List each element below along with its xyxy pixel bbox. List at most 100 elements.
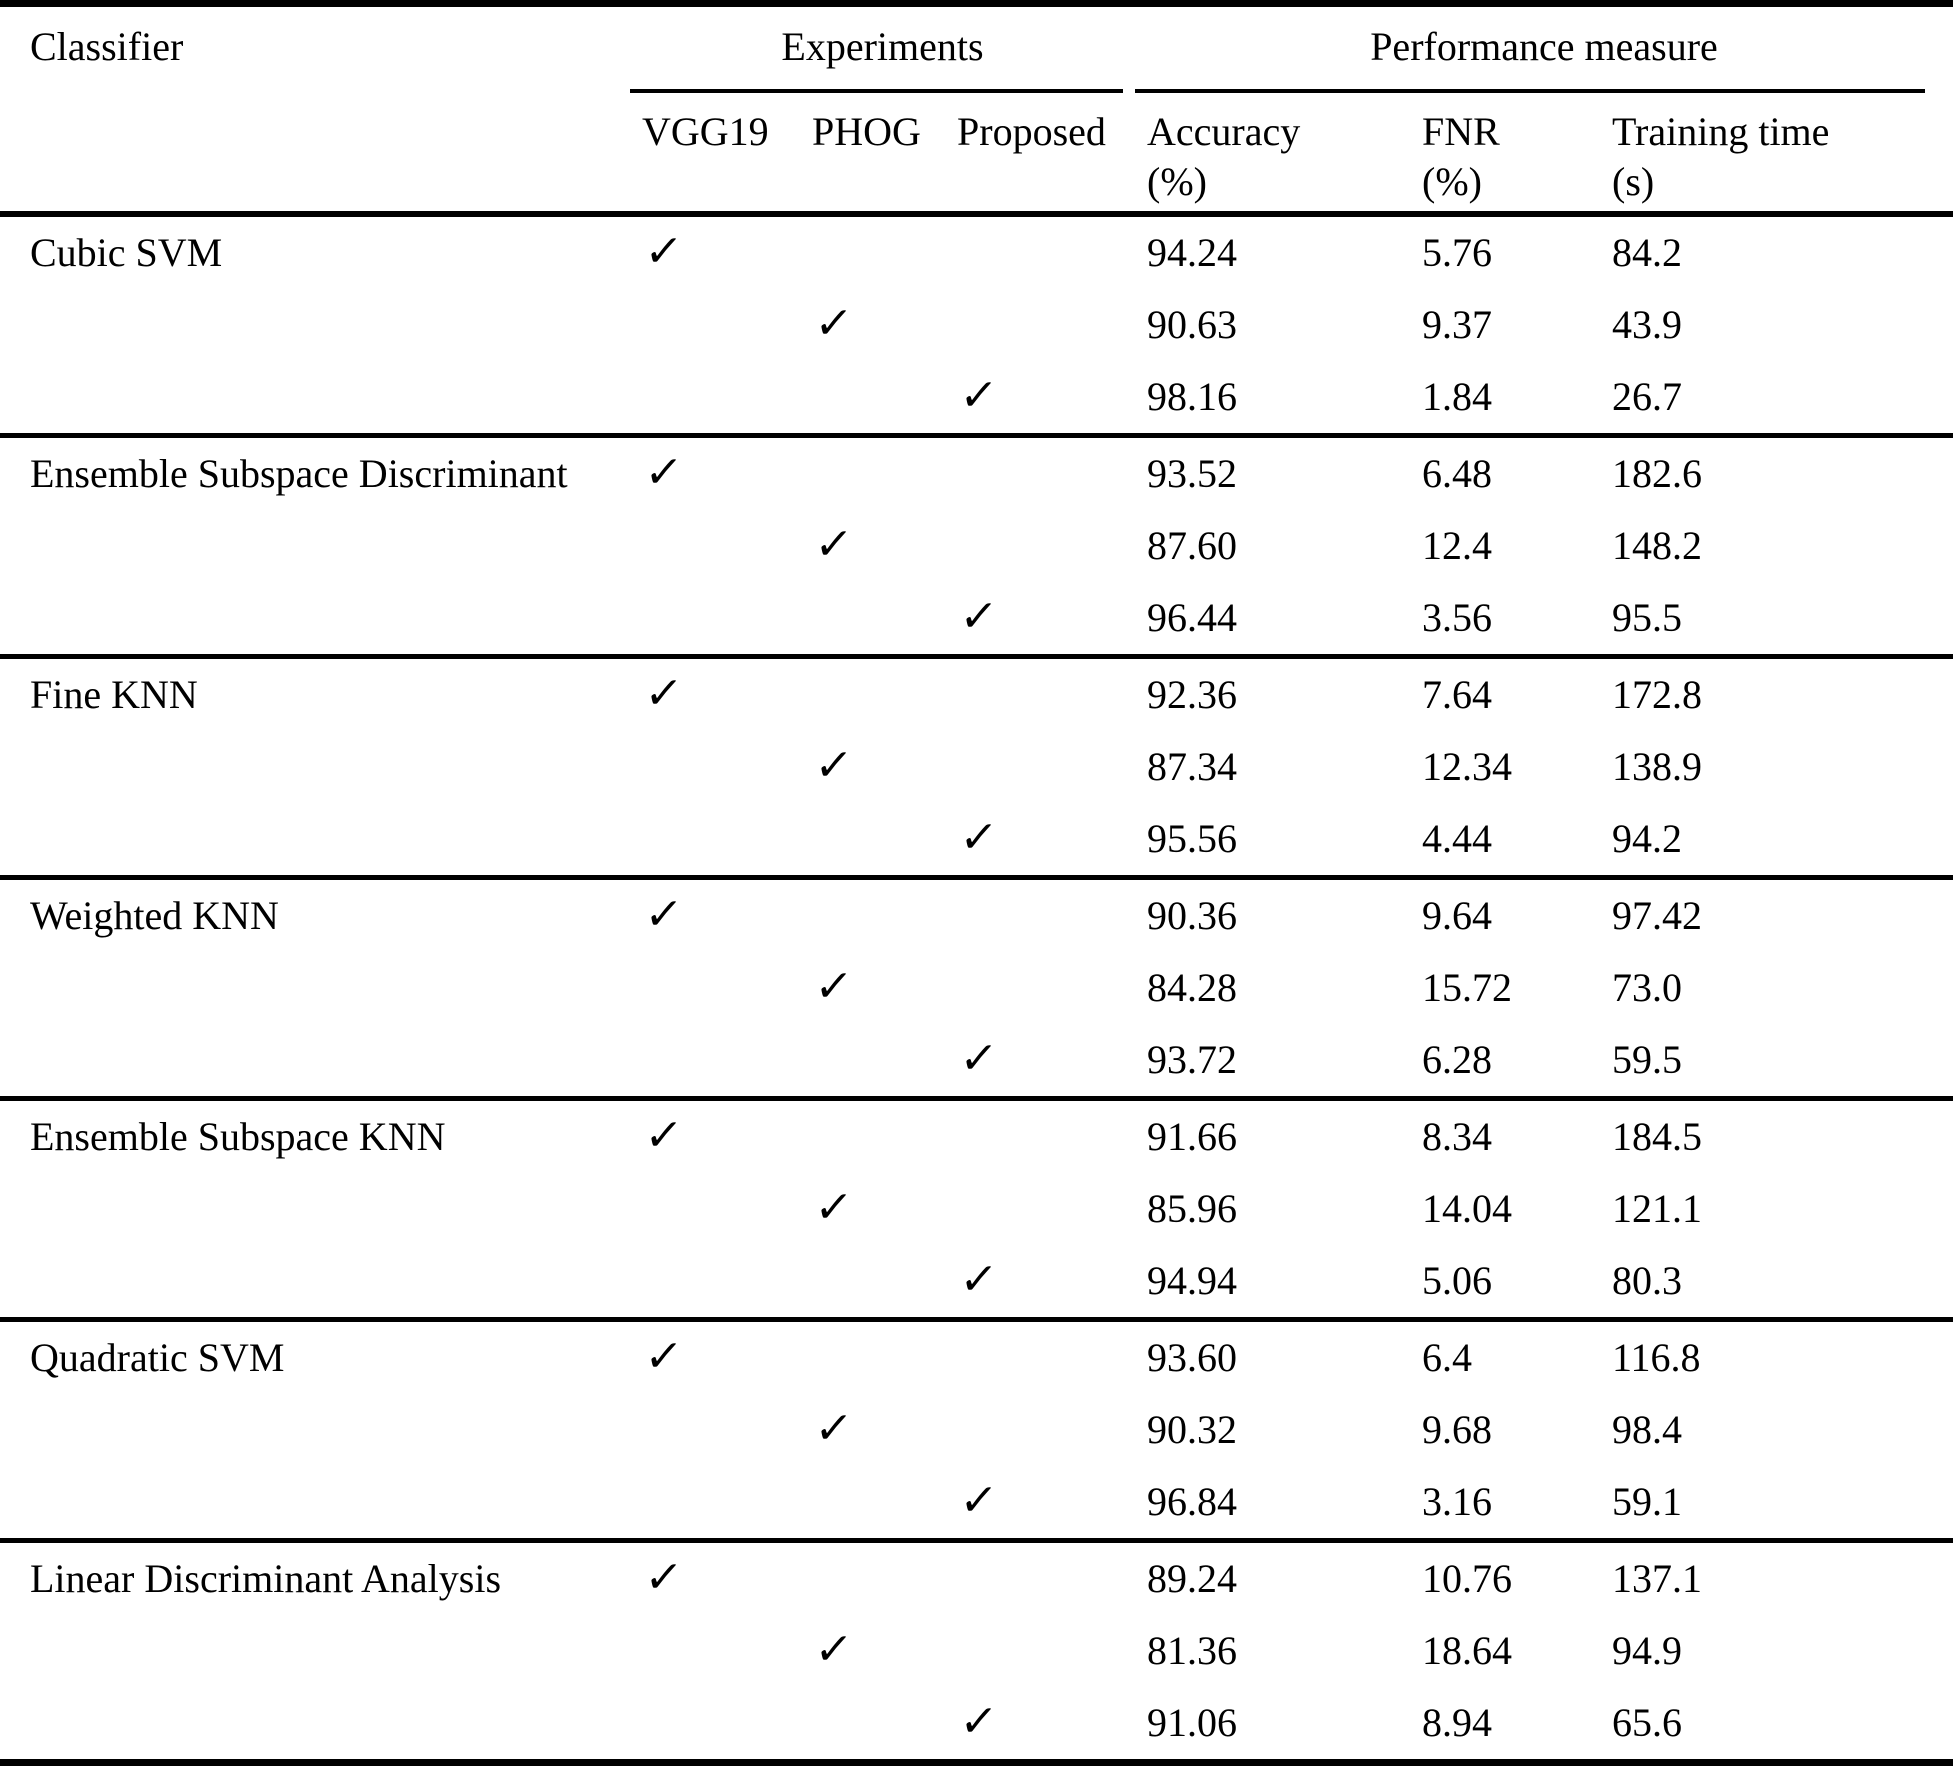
- classifier-block: Linear Discriminant Analysis ✓ 89.24 10.76 1…: [0, 1538, 1953, 1759]
- checkmark-icon: ✓: [957, 1033, 1000, 1084]
- cell-accuracy: 87.60: [1147, 523, 1237, 568]
- column-header-fnr-unit: (%): [1422, 159, 1482, 204]
- cell-fnr: 3.56: [1422, 595, 1492, 640]
- classifier-name: Fine KNN: [30, 672, 198, 717]
- checkmark-icon: ✓: [642, 1552, 685, 1603]
- checkmark-icon: ✓: [642, 889, 685, 940]
- cell-fnr: 3.16: [1422, 1479, 1492, 1524]
- checkmark-icon: ✓: [812, 961, 855, 1012]
- column-header-fnr-line1: FNR: [1422, 109, 1500, 154]
- classifier-block: Ensemble Subspace Discriminant ✓ 93.52 6.48…: [0, 433, 1953, 654]
- cell-fnr: 6.28: [1422, 1037, 1492, 1082]
- checkmark-icon: ✓: [812, 1624, 855, 1675]
- performance-group-header: Performance measure Accuracy (%) FNR (%)…: [1135, 7, 1953, 211]
- classifier-name: Cubic SVM: [30, 230, 223, 275]
- cell-training-time: 172.8: [1612, 672, 1702, 717]
- cell-accuracy: 95.56: [1147, 816, 1237, 861]
- performance-subheaders: Accuracy (%) FNR (%) Training time (s): [1135, 93, 1953, 211]
- cell-training-time: 97.42: [1612, 893, 1702, 938]
- column-header-vgg19: VGG19: [642, 109, 769, 154]
- classifier-block: Ensemble Subspace KNN ✓ 91.66 8.34 184.5 ✓ 85.…: [0, 1096, 1953, 1317]
- cell-accuracy: 90.32: [1147, 1407, 1237, 1452]
- experiments-group-label: Experiments: [781, 24, 984, 69]
- checkmark-icon: ✓: [642, 668, 685, 719]
- cell-fnr: 12.34: [1422, 744, 1512, 789]
- cell-fnr: 15.72: [1422, 965, 1512, 1010]
- column-header-accuracy-unit: (%): [1147, 159, 1207, 204]
- checkmark-icon: ✓: [642, 226, 685, 277]
- column-header-training-time: Training time (s): [1600, 107, 1953, 211]
- checkmark-icon: ✓: [812, 1403, 855, 1454]
- classifier-name: Weighted KNN: [30, 893, 279, 938]
- cell-accuracy: 94.94: [1147, 1258, 1237, 1303]
- experiments-group-header: Experiments VGG19 PHOG Proposed: [630, 7, 1135, 211]
- column-header-phog: PHOG: [812, 109, 921, 154]
- column-header-training-time-line1: Training time: [1612, 109, 1830, 154]
- checkmark-icon: ✓: [642, 447, 685, 498]
- cell-accuracy: 85.96: [1147, 1186, 1237, 1231]
- checkmark-icon: ✓: [642, 1331, 685, 1382]
- cell-training-time: 95.5: [1612, 595, 1682, 640]
- cell-training-time: 121.1: [1612, 1186, 1702, 1231]
- checkmark-icon: ✓: [957, 1696, 1000, 1747]
- column-header-fnr: FNR (%): [1410, 107, 1600, 211]
- column-header-proposed: Proposed: [957, 109, 1106, 154]
- classifier-block: Fine KNN ✓ 92.36 7.64 172.8 ✓ 87.34 12.34 138.9 ✓…: [0, 654, 1953, 875]
- cell-fnr: 10.76: [1422, 1556, 1512, 1601]
- column-header-accuracy: Accuracy (%): [1135, 107, 1410, 211]
- cell-training-time: 84.2: [1612, 230, 1682, 275]
- cell-accuracy: 93.52: [1147, 451, 1237, 496]
- cell-accuracy: 91.66: [1147, 1114, 1237, 1159]
- experiments-group-rule: [630, 89, 1123, 93]
- cell-fnr: 12.4: [1422, 523, 1492, 568]
- experiments-subheaders: VGG19 PHOG Proposed: [630, 93, 1135, 211]
- cell-training-time: 80.3: [1612, 1258, 1682, 1303]
- checkmark-icon: ✓: [642, 1110, 685, 1161]
- classifier-block: Cubic SVM ✓ 94.24 5.76 84.2 ✓ 90.63 9.37 43.9 ✓ 98…: [0, 217, 1953, 433]
- performance-group-label: Performance measure: [1370, 24, 1718, 69]
- checkmark-icon: ✓: [957, 370, 1000, 421]
- cell-accuracy: 87.34: [1147, 744, 1237, 789]
- classifier-name: Ensemble Subspace KNN: [30, 1114, 446, 1159]
- cell-training-time: 73.0: [1612, 965, 1682, 1010]
- checkmark-icon: ✓: [957, 591, 1000, 642]
- cell-fnr: 5.76: [1422, 230, 1492, 275]
- classifier-name: Linear Discriminant Analysis: [30, 1556, 502, 1601]
- cell-training-time: 148.2: [1612, 523, 1702, 568]
- cell-training-time: 137.1: [1612, 1556, 1702, 1601]
- cell-accuracy: 90.63: [1147, 302, 1237, 347]
- checkmark-icon: ✓: [812, 740, 855, 791]
- cell-fnr: 4.44: [1422, 816, 1492, 861]
- cell-fnr: 5.06: [1422, 1258, 1492, 1303]
- classifier-block: Quadratic SVM ✓ 93.60 6.4 116.8 ✓ 90.32 9.68 98.…: [0, 1317, 1953, 1538]
- cell-accuracy: 93.72: [1147, 1037, 1237, 1082]
- cell-training-time: 59.5: [1612, 1037, 1682, 1082]
- cell-fnr: 1.84: [1422, 374, 1492, 419]
- cell-fnr: 18.64: [1422, 1628, 1512, 1673]
- checkmark-icon: ✓: [812, 298, 855, 349]
- cell-accuracy: 90.36: [1147, 893, 1237, 938]
- cell-accuracy: 98.16: [1147, 374, 1237, 419]
- cell-fnr: 8.94: [1422, 1700, 1492, 1745]
- cell-accuracy: 84.28: [1147, 965, 1237, 1010]
- table-header: Classifier Experiments VGG19 PHOG Propos…: [0, 7, 1953, 217]
- cell-fnr: 7.64: [1422, 672, 1492, 717]
- cell-fnr: 9.37: [1422, 302, 1492, 347]
- cell-training-time: 26.7: [1612, 374, 1682, 419]
- cell-training-time: 59.1: [1612, 1479, 1682, 1524]
- cell-fnr: 6.4: [1422, 1335, 1472, 1380]
- cell-accuracy: 92.36: [1147, 672, 1237, 717]
- column-header-training-time-unit: (s): [1612, 159, 1655, 204]
- classifier-block: Weighted KNN ✓ 90.36 9.64 97.42 ✓ 84.28 15.72 73…: [0, 875, 1953, 1096]
- table-body: Cubic SVM ✓ 94.24 5.76 84.2 ✓ 90.63 9.37 43.9 ✓ 98…: [0, 217, 1953, 1759]
- column-header-accuracy-line1: Accuracy: [1147, 109, 1301, 154]
- cell-fnr: 14.04: [1422, 1186, 1512, 1231]
- cell-fnr: 8.34: [1422, 1114, 1492, 1159]
- cell-training-time: 98.4: [1612, 1407, 1682, 1452]
- cell-accuracy: 81.36: [1147, 1628, 1237, 1673]
- cell-fnr: 9.64: [1422, 893, 1492, 938]
- classifier-name: Ensemble Subspace Discriminant: [30, 451, 568, 496]
- cell-accuracy: 93.60: [1147, 1335, 1237, 1380]
- checkmark-icon: ✓: [812, 1182, 855, 1233]
